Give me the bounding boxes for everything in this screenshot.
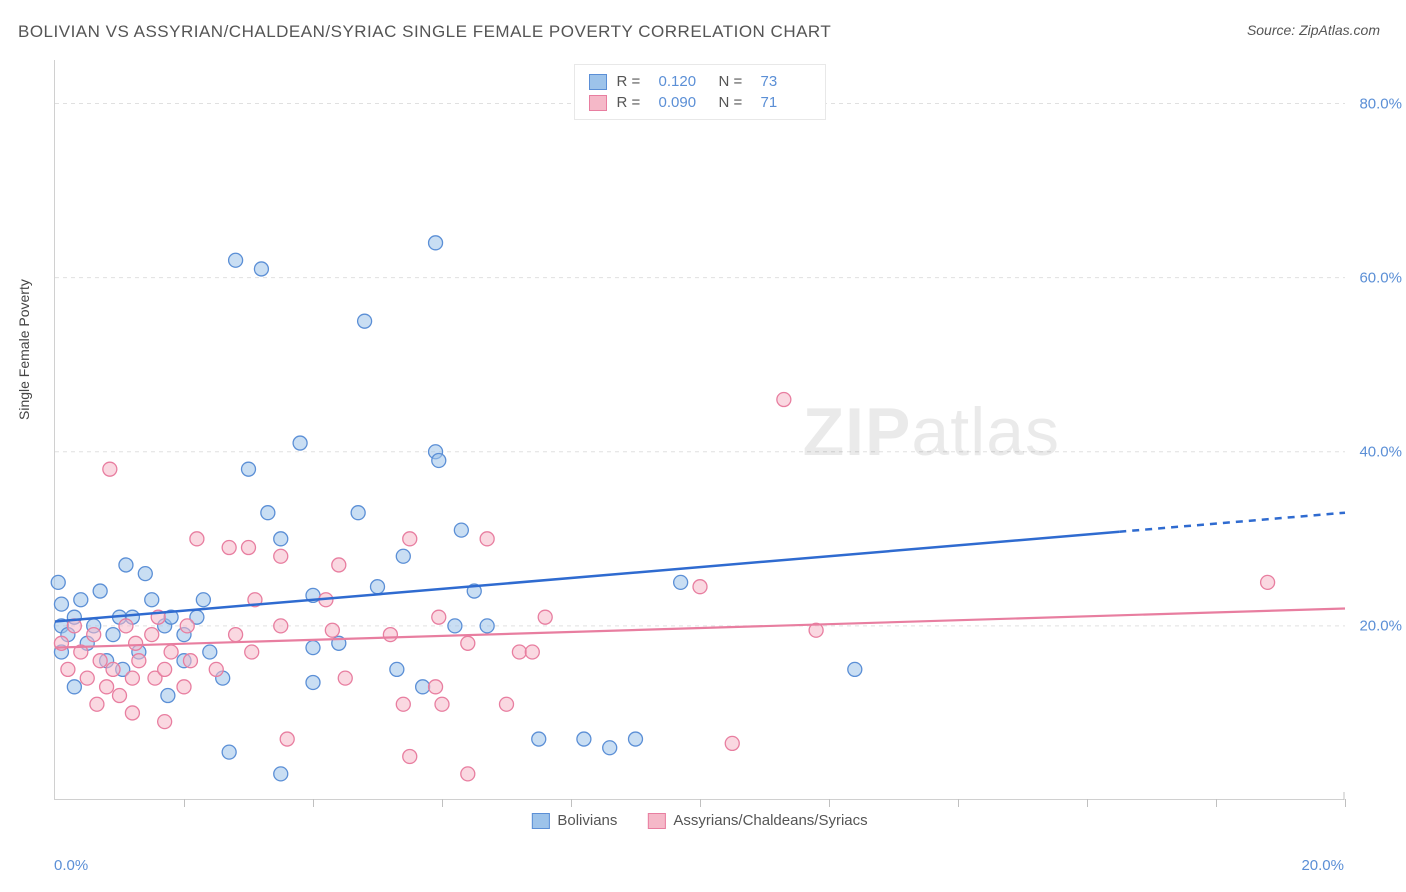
r-value-bolivians: 0.120 (659, 73, 709, 90)
y-tick-label: 40.0% (1359, 443, 1402, 460)
r-value-assyrians: 0.090 (659, 94, 709, 111)
legend-swatch-icon (647, 813, 665, 829)
x-axis-max-label: 20.0% (1301, 857, 1344, 874)
x-tick (313, 799, 314, 807)
legend-swatch-bolivians (589, 74, 607, 90)
y-axis-label: Single Female Poverty (16, 279, 32, 420)
x-tick (958, 799, 959, 807)
x-tick (571, 799, 572, 807)
x-tick (1345, 799, 1346, 807)
x-tick (1216, 799, 1217, 807)
chart-title: BOLIVIAN VS ASSYRIAN/CHALDEAN/SYRIAC SIN… (18, 22, 831, 42)
legend-label-bolivians: Bolivians (557, 812, 617, 829)
y-tick-label: 80.0% (1359, 95, 1402, 112)
x-tick (1087, 799, 1088, 807)
legend-swatch-assyrians (589, 95, 607, 111)
plot-area: R = 0.120 N = 73 R = 0.090 N = 71 Bolivi… (54, 60, 1344, 800)
x-tick (829, 799, 830, 807)
plot-svg (55, 60, 1344, 799)
x-tick (184, 799, 185, 807)
x-axis-min-label: 0.0% (54, 857, 88, 874)
legend-item-bolivians: Bolivians (531, 812, 617, 829)
legend-row-bolivians: R = 0.120 N = 73 (589, 71, 811, 92)
correlation-legend: R = 0.120 N = 73 R = 0.090 N = 71 (574, 64, 826, 120)
series-legend: Bolivians Assyrians/Chaldeans/Syriacs (531, 812, 867, 829)
n-value-assyrians: 71 (761, 94, 811, 111)
legend-label-assyrians: Assyrians/Chaldeans/Syriacs (673, 812, 867, 829)
legend-row-assyrians: R = 0.090 N = 71 (589, 92, 811, 113)
source-attribution: Source: ZipAtlas.com (1247, 22, 1380, 38)
y-tick-label: 60.0% (1359, 269, 1402, 286)
x-tick (700, 799, 701, 807)
chart-container: BOLIVIAN VS ASSYRIAN/CHALDEAN/SYRIAC SIN… (0, 0, 1406, 892)
legend-item-assyrians: Assyrians/Chaldeans/Syriacs (647, 812, 867, 829)
legend-swatch-icon (531, 813, 549, 829)
y-tick-label: 20.0% (1359, 617, 1402, 634)
n-value-bolivians: 73 (761, 73, 811, 90)
x-tick (442, 799, 443, 807)
